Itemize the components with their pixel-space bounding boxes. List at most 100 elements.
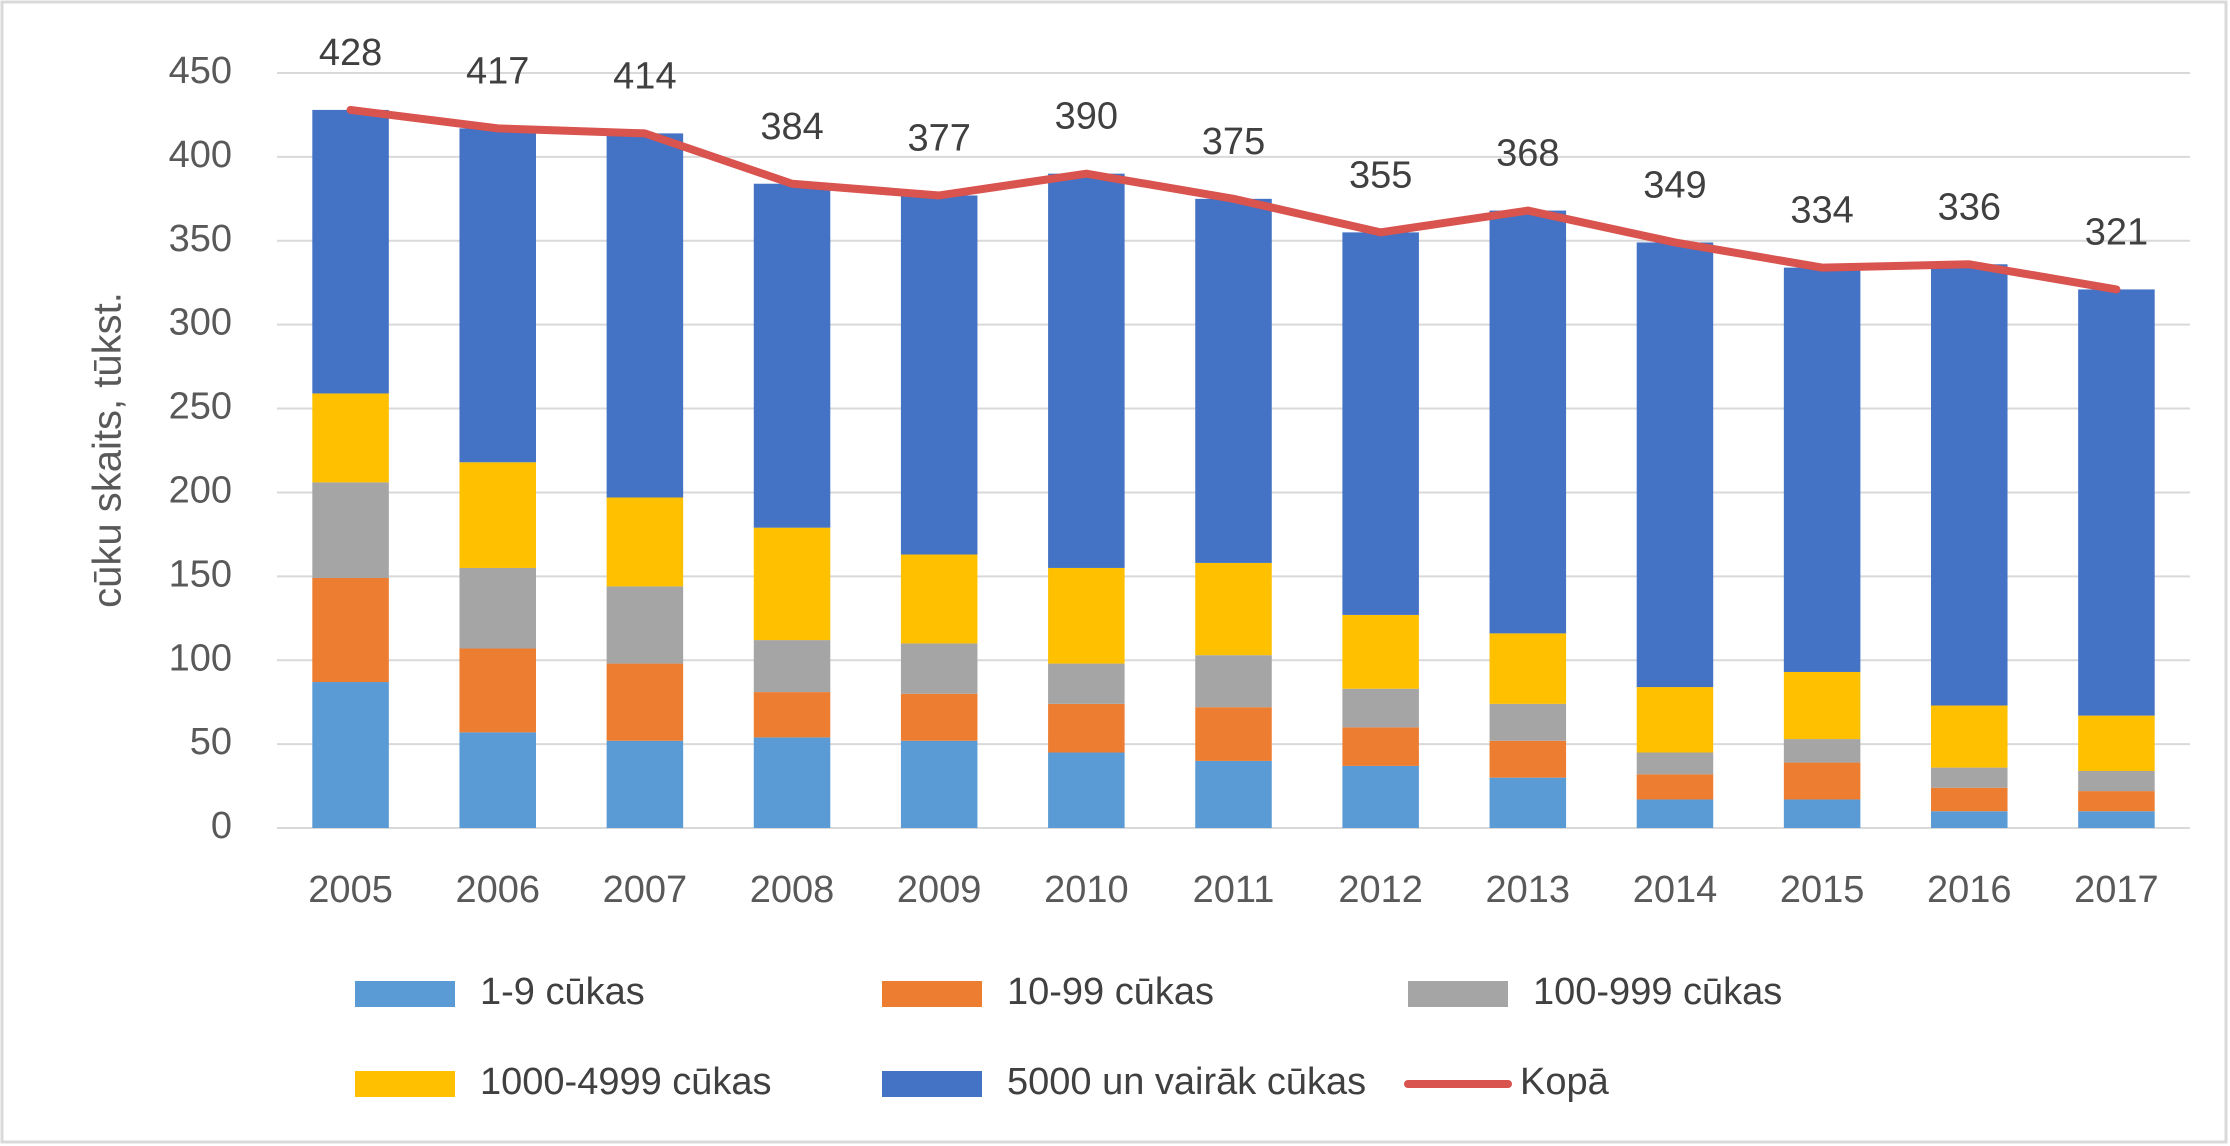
bar-segment [312,578,389,683]
data-label: 321 [2085,211,2148,253]
bar-segment [312,682,389,828]
bar-segment [2078,791,2155,812]
legend-label: 1000-4999 cūkas [480,1061,772,1103]
y-tick-label: 0 [211,805,232,847]
bar-segment [900,740,978,828]
bar-segment [1931,767,2008,788]
bar-segment [1783,739,1861,763]
x-tick-label: 2013 [1486,869,1571,911]
bar-segment [1195,760,1272,828]
line-series [346,105,2121,294]
bar-segment [1489,633,1567,704]
x-tick-label: 2009 [897,869,982,911]
bar-segment [900,195,978,555]
x-tick-label: 2008 [750,869,835,911]
bar-segment [312,109,389,394]
bar-segment [1489,210,1567,634]
bar-segment [1489,740,1567,778]
bar-segment [753,737,831,828]
bar-segment [1783,762,1861,800]
data-label: 384 [760,106,823,148]
bar-segment [1636,242,1714,688]
y-tick-label: 250 [169,386,232,428]
data-label: 336 [1938,186,2001,228]
legend-swatch [1408,981,1508,1007]
x-tick-label: 2017 [2074,869,2159,911]
bar-segment [1048,703,1125,753]
bar-segment [1048,173,1125,568]
bar-segment [1636,752,1714,775]
bar-segment [1636,774,1714,800]
bar-segment [1489,777,1567,828]
bar-segment [1931,787,2008,812]
bar-segment [1931,264,2008,706]
bar-segment [1342,765,1419,828]
bar-segment [606,586,684,664]
bar-segment [606,663,684,741]
data-label: 390 [1055,96,1118,138]
bar-segment [606,133,684,498]
x-tick-label: 2010 [1044,869,1129,911]
bar-segment [459,462,536,568]
bar-segment [459,567,536,649]
legend-swatch [882,1071,982,1097]
bar-segment [2078,770,2155,792]
y-axis-label: cūku skaits, tūkst. [86,292,130,608]
data-label: 349 [1643,164,1706,206]
bar-segment [753,640,831,693]
data-label: 377 [907,118,970,160]
bar-segment [1783,671,1861,740]
bar-segment [1195,655,1272,708]
bar-segment [1636,799,1714,828]
y-tick-label: 450 [169,50,232,92]
bar-segment [1195,562,1272,656]
bar-segment [1342,232,1419,615]
bar-segment [1783,267,1861,672]
bar-segment [606,497,684,587]
y-tick-label: 150 [169,553,232,595]
x-tick-label: 2015 [1780,869,1865,911]
y-tick-label: 350 [169,218,232,260]
data-label: 334 [1790,190,1853,232]
x-tick-label: 2011 [1193,869,1275,911]
legend-swatch [355,981,455,1007]
bar-segment [1342,727,1419,766]
bar-segment [900,554,978,644]
bar-segment [459,648,536,733]
data-label: 368 [1496,133,1559,175]
legend-label: 10-99 cūkas [1007,971,1214,1013]
data-label: 375 [1202,121,1265,163]
bar-segment [1783,799,1861,828]
data-label: 428 [319,32,382,74]
legend-swatch [882,981,982,1007]
y-tick-label: 50 [190,721,232,763]
bar-segment [606,740,684,828]
bar-segment [312,393,389,483]
x-tick-label: 2006 [455,869,540,911]
legend-label: 100-999 cūkas [1533,971,1782,1013]
bar-segment [2078,811,2155,828]
bar-segment [312,482,389,579]
bar-segment [753,692,831,738]
y-tick-label: 300 [169,302,232,344]
bar-segment [459,732,536,828]
bar-segment [900,643,978,694]
legend-label: 1-9 cūkas [480,971,645,1013]
bar-segment [1931,705,2008,768]
bar-segment [2078,289,2155,716]
bar-segment [1048,752,1125,828]
legend-label: 5000 un vairāk cūkas [1007,1061,1366,1103]
bar-segment [1195,707,1272,761]
bar-segment [1342,688,1419,728]
data-label: 355 [1349,154,1412,196]
x-tick-label: 2007 [603,869,688,911]
legend-swatch [355,1071,455,1097]
data-label: 417 [466,50,529,92]
bar-segment [1342,614,1419,689]
y-tick-label: 100 [169,637,232,679]
x-tick-label: 2014 [1633,869,1718,911]
y-tick-label: 400 [169,134,232,176]
bar-segment [1489,703,1567,741]
bar-segment [1636,687,1714,753]
